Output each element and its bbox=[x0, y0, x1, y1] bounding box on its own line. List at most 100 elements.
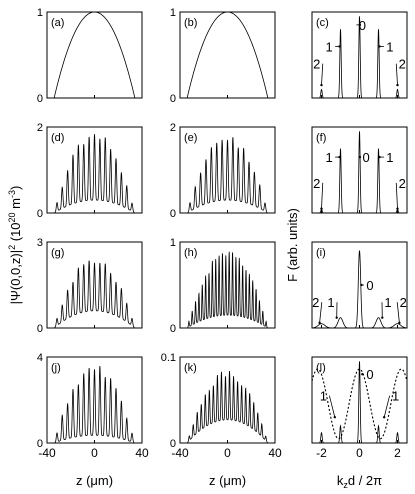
series-line-g bbox=[47, 260, 142, 329]
peak-order-label-i-2: 1 bbox=[327, 295, 334, 310]
arrow-i-1 bbox=[319, 302, 323, 323]
peak-order-label-c-3: 2 bbox=[313, 57, 320, 72]
ytick-g-1: 3 bbox=[37, 237, 43, 249]
xtick-label-col2-2: 2 bbox=[394, 446, 401, 460]
series-line-k bbox=[180, 370, 275, 444]
ylabel-left-part-5: -3 bbox=[7, 190, 17, 198]
series-line-l bbox=[312, 361, 407, 444]
arrowhead-f-0 bbox=[358, 155, 362, 159]
xlabel-right-sub: z bbox=[343, 480, 348, 490]
ylabel-left-part-0: |Ψ(0,0,z)| bbox=[8, 250, 23, 304]
panel-label-b: (b) bbox=[184, 17, 197, 29]
ylabel-left-part-3: 20 bbox=[7, 212, 17, 222]
arrowhead-f-4 bbox=[396, 207, 399, 210]
arrowhead-c-2 bbox=[378, 45, 381, 48]
ylabel-left-part-2: (10 bbox=[8, 222, 23, 244]
arrowhead-i-4 bbox=[398, 321, 401, 325]
ytick-h-1: 1 bbox=[170, 237, 176, 249]
peak-order-label-f-0: 0 bbox=[363, 150, 370, 165]
arrowhead-l-0 bbox=[361, 373, 364, 376]
panel-label-j: (j) bbox=[51, 362, 61, 374]
arrow-l-1 bbox=[329, 395, 336, 418]
xtick-label-col2-0: -2 bbox=[316, 446, 327, 460]
arrow-c-4 bbox=[395, 63, 398, 86]
xtick-label-col0-2: 40 bbox=[135, 446, 149, 460]
panel-label-a: (a) bbox=[51, 17, 64, 29]
ytick-j-1: 4 bbox=[37, 352, 43, 364]
arrowhead-f-2 bbox=[378, 155, 381, 159]
xtick-label-col0-0: -40 bbox=[38, 446, 56, 460]
xlabel-right: kzd / 2π bbox=[337, 473, 382, 490]
panel-label-k: (k) bbox=[184, 362, 197, 374]
ytick-a-0: 0 bbox=[37, 93, 43, 105]
panel-label-g: (g) bbox=[51, 247, 64, 259]
series-line-b bbox=[180, 11, 275, 99]
arrowhead-i-0 bbox=[360, 283, 363, 287]
ytick-k-1: 0.1 bbox=[161, 352, 176, 364]
series-line-d bbox=[47, 134, 142, 214]
arrowhead-i-3 bbox=[381, 316, 384, 319]
ytick-d-1: 2 bbox=[37, 122, 43, 134]
arrowhead-l-2 bbox=[383, 416, 386, 419]
peak-order-label-i-3: 1 bbox=[384, 295, 391, 310]
peak-order-label-c-4: 2 bbox=[399, 57, 406, 72]
arrow-c-3 bbox=[321, 63, 324, 86]
peak-order-label-i-1: 2 bbox=[312, 295, 319, 310]
panel-label-h: (h) bbox=[184, 247, 197, 259]
panel-frame-i bbox=[311, 241, 408, 329]
arrowhead-l-1 bbox=[333, 416, 336, 419]
panel-label-l: (l) bbox=[316, 362, 326, 374]
ytick-h-0: 0 bbox=[170, 323, 176, 335]
xtick-label-col1-1: 0 bbox=[224, 446, 231, 460]
peak-order-label-f-1: 1 bbox=[325, 150, 332, 165]
arrow-l-2 bbox=[383, 395, 390, 418]
series-line-a bbox=[47, 11, 142, 99]
arrowhead-i-1 bbox=[318, 321, 321, 325]
arrowhead-i-2 bbox=[335, 316, 338, 319]
arrow-i-4 bbox=[396, 302, 400, 323]
peak-order-label-f-4: 2 bbox=[399, 176, 406, 191]
xlabel-right-k: k bbox=[337, 473, 344, 488]
peak-order-label-l-1: 1 bbox=[320, 389, 327, 404]
arrowhead-c-1 bbox=[338, 45, 341, 48]
ytick-j-0: 0 bbox=[37, 438, 43, 450]
peak-order-label-f-2: 1 bbox=[386, 150, 393, 165]
xtick-label-col1-0: -40 bbox=[171, 446, 189, 460]
peak-order-label-c-0: 0 bbox=[359, 18, 366, 33]
ytick-e-0: 0 bbox=[170, 208, 176, 220]
arrowhead-f-1 bbox=[338, 155, 341, 159]
ytick-b-0: 0 bbox=[170, 93, 176, 105]
ylabel-left: |Ψ(0,0,z)|2 (1020 m-3) bbox=[7, 186, 23, 305]
panel-label-i: (i) bbox=[316, 247, 326, 259]
arrowhead-c-0 bbox=[358, 23, 362, 27]
panel-label-e: (e) bbox=[184, 132, 197, 144]
ylabel-right: F (arb. units) bbox=[285, 208, 300, 282]
ytick-a-1: 1 bbox=[37, 7, 43, 19]
series-dotted-l bbox=[311, 368, 408, 440]
xtick-label-col2-1: 0 bbox=[356, 446, 363, 460]
series-line-h bbox=[180, 251, 275, 329]
ytick-d-0: 0 bbox=[37, 208, 43, 220]
series-line-c bbox=[312, 16, 407, 99]
arrow-f-4 bbox=[395, 182, 398, 209]
panel-label-d: (d) bbox=[51, 132, 64, 144]
peak-order-label-i-4: 2 bbox=[400, 295, 407, 310]
ytick-g-0: 0 bbox=[37, 323, 43, 335]
series-line-i bbox=[311, 250, 408, 329]
series-line-f bbox=[312, 131, 407, 214]
arrowhead-c-4 bbox=[396, 83, 399, 87]
xtick-label-col0-1: 0 bbox=[91, 446, 98, 460]
arrowhead-f-3 bbox=[320, 207, 323, 210]
peak-order-label-l-0: 0 bbox=[366, 367, 373, 382]
xlabel-z-middle: z (μm) bbox=[209, 473, 246, 488]
series-line-e bbox=[180, 137, 275, 214]
peak-order-label-c-2: 1 bbox=[386, 39, 393, 54]
peak-order-label-c-1: 1 bbox=[325, 39, 332, 54]
xtick-label-col1-2: 40 bbox=[268, 446, 282, 460]
ylabel-left-part-4: m bbox=[8, 198, 23, 212]
peak-order-label-f-3: 2 bbox=[313, 176, 320, 191]
xlabel-z-left: z (μm) bbox=[76, 473, 113, 488]
panel-label-f: (f) bbox=[316, 132, 326, 144]
ytick-k-0: 0 bbox=[170, 438, 176, 450]
